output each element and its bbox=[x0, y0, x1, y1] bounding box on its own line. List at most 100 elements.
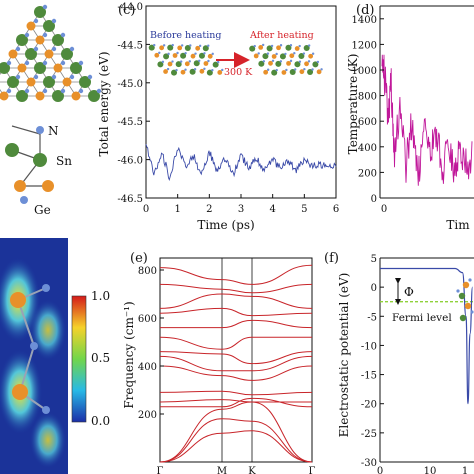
atom-n bbox=[30, 342, 38, 350]
energy-series bbox=[146, 144, 336, 180]
plot-area-e bbox=[160, 258, 312, 462]
atom-n bbox=[162, 61, 164, 63]
atom-n bbox=[171, 60, 173, 62]
atom-ge bbox=[9, 50, 18, 59]
colorbar-tick: 0.0 bbox=[91, 414, 110, 428]
atom-n bbox=[320, 68, 322, 70]
atom-n bbox=[275, 53, 277, 55]
panel-e: (e) Γ M K Γ200400600800 Frequency (cm⁻¹) bbox=[122, 251, 316, 474]
atom-n bbox=[34, 75, 38, 79]
atom-n bbox=[163, 44, 165, 46]
y-tick-label: -44.5 bbox=[117, 40, 143, 51]
y-tick-label: -46.0 bbox=[117, 156, 143, 167]
atom-n bbox=[276, 69, 278, 71]
y-tick-label: 600 bbox=[358, 117, 377, 128]
atom-n bbox=[308, 44, 310, 46]
phonon-branch bbox=[160, 431, 312, 462]
atom-n bbox=[293, 52, 295, 54]
atom-n bbox=[181, 44, 183, 46]
atom-n bbox=[207, 45, 209, 47]
x-tick-label: K bbox=[248, 466, 256, 474]
atom-n bbox=[189, 44, 191, 46]
atom-n bbox=[280, 60, 282, 62]
atom-n bbox=[308, 60, 310, 62]
y-tick-label: 0 bbox=[371, 194, 377, 205]
atom-n bbox=[468, 278, 471, 281]
y-tick-label: 800 bbox=[358, 92, 377, 103]
atom-n bbox=[254, 45, 256, 47]
x-tick-label: 0 bbox=[143, 204, 149, 215]
atom-n bbox=[167, 68, 169, 70]
y-tick-label: -45.5 bbox=[117, 117, 143, 128]
atom-n bbox=[180, 60, 182, 62]
atom-n bbox=[298, 45, 300, 47]
atom-n bbox=[199, 45, 201, 47]
y-tick-label: -46.5 bbox=[117, 194, 143, 205]
atom-n bbox=[303, 68, 305, 70]
atom-n bbox=[203, 68, 205, 70]
atom-ge bbox=[72, 92, 81, 101]
phonon-branch bbox=[160, 320, 312, 327]
atom-n bbox=[203, 52, 205, 54]
atom-n bbox=[294, 68, 296, 70]
atom-n bbox=[158, 52, 160, 54]
atom-n bbox=[184, 52, 186, 54]
atom-n bbox=[167, 53, 169, 55]
atom-ge bbox=[36, 36, 45, 45]
panel-d: (d) 02004006008001000120014000 Tim Tempe… bbox=[346, 3, 474, 232]
axis-label-y-f: Electrostatic potential (eV) bbox=[337, 273, 351, 438]
atom-n bbox=[303, 52, 305, 54]
potential-series bbox=[380, 269, 473, 404]
annotation-after-heating: After heating bbox=[249, 30, 314, 41]
atom-ge bbox=[27, 78, 36, 87]
atom-n bbox=[272, 60, 274, 62]
atom-ge bbox=[63, 78, 72, 87]
atom-n bbox=[194, 52, 196, 54]
plot-area-f bbox=[380, 258, 474, 462]
atom-n bbox=[217, 61, 219, 63]
phonon-branch bbox=[160, 265, 312, 284]
phonon-branch bbox=[160, 400, 312, 402]
atom-label-n: N bbox=[48, 124, 59, 138]
y-tick-label: -10 bbox=[361, 341, 377, 352]
y-tick-label: -30 bbox=[361, 458, 377, 469]
y-tick-label: -15 bbox=[361, 371, 377, 382]
x-tick-label: 0 bbox=[377, 466, 383, 474]
atom-ge bbox=[36, 92, 45, 101]
y-tick-label: 400 bbox=[358, 143, 377, 154]
axis-label-y-e: Frequency (cm⁻¹) bbox=[122, 301, 136, 408]
panel-label-e: (e) bbox=[130, 251, 148, 266]
atom-sn bbox=[12, 384, 28, 400]
atom-n bbox=[290, 44, 292, 46]
atom-n bbox=[172, 44, 174, 46]
slab-atom bbox=[465, 303, 471, 309]
side-view-structure: N Sn Ge bbox=[5, 124, 72, 217]
atom-n bbox=[194, 68, 196, 70]
atom-n bbox=[7, 61, 11, 65]
axis-label-x-d: Tim bbox=[446, 218, 470, 232]
atom-n bbox=[211, 69, 213, 71]
atom-n bbox=[79, 61, 83, 65]
atom-n bbox=[198, 60, 200, 62]
axis-ticks-f: 50-5-10-15-20-25-300 10 1 bbox=[361, 254, 468, 474]
atom-label-sn: Sn bbox=[56, 154, 72, 168]
atom-n bbox=[52, 19, 56, 23]
y-tick-label: 1400 bbox=[352, 15, 377, 26]
atom-n bbox=[42, 284, 50, 292]
colorbar-tick: 1.0 bbox=[91, 289, 110, 303]
atom-n bbox=[52, 75, 56, 79]
x-tick-label: 1 bbox=[462, 466, 468, 474]
y-tick-label: 200 bbox=[138, 410, 157, 421]
atom-ge bbox=[54, 64, 63, 73]
atom-n bbox=[16, 75, 20, 79]
atom-n bbox=[263, 60, 265, 62]
atom-n bbox=[153, 44, 155, 46]
phonon-branch bbox=[160, 337, 312, 349]
y-tick-label: -25 bbox=[361, 429, 377, 440]
top-view-lattice bbox=[0, 5, 101, 102]
atom-ge bbox=[0, 92, 9, 101]
temperature-series bbox=[382, 55, 472, 186]
atom-n bbox=[284, 53, 286, 55]
atom-n bbox=[285, 69, 287, 71]
